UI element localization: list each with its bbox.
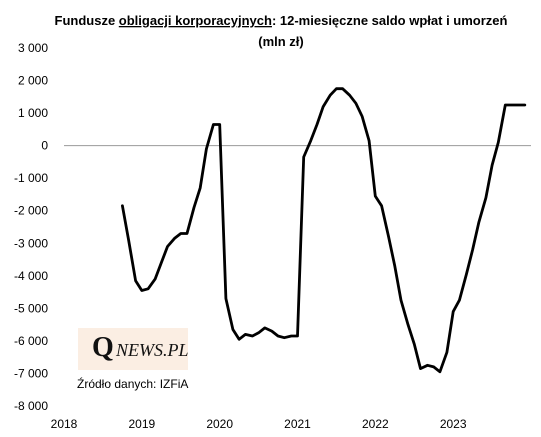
chart-title-line2: (mln zł) <box>258 34 304 49</box>
logo-letter: Q <box>92 332 114 363</box>
y-tick-label: -1 000 <box>14 171 48 185</box>
y-tick-label: -3 000 <box>14 236 48 250</box>
y-tick-label: 2 000 <box>18 74 48 88</box>
y-tick-label: -2 000 <box>14 204 48 218</box>
y-tick-label: -6 000 <box>14 334 48 348</box>
y-tick-label: -5 000 <box>14 301 48 315</box>
x-tick-label: 2023 <box>440 417 467 431</box>
y-tick-label: -8 000 <box>14 399 48 413</box>
chart-title-line1: Fundusze obligacji korporacyjnych: 12-mi… <box>55 13 508 28</box>
logo-text: NEWS.PL <box>116 340 189 360</box>
x-tick-label: 2020 <box>206 417 233 431</box>
source-note: Źródło danych: IZFiA <box>77 377 189 391</box>
x-axis: 2018 2019 2020 2021 2022 2023 <box>51 417 467 431</box>
qnews-logo: Q NEWS.PL <box>78 328 189 370</box>
y-tick-label: 3 000 <box>18 41 48 55</box>
y-tick-label: 1 000 <box>18 106 48 120</box>
series-line <box>121 87 527 374</box>
x-tick-label: 2022 <box>362 417 389 431</box>
x-tick-label: 2019 <box>128 417 155 431</box>
y-tick-label: -7 000 <box>14 366 48 380</box>
y-axis: 3 000 2 000 1 000 0 -1 000 -2 000 -3 000 -4 000… <box>14 41 48 413</box>
x-tick-label: 2021 <box>284 417 311 431</box>
y-tick-label: -4 000 <box>14 269 48 283</box>
x-tick-label: 2018 <box>51 417 78 431</box>
y-tick-label: 0 <box>41 139 48 153</box>
